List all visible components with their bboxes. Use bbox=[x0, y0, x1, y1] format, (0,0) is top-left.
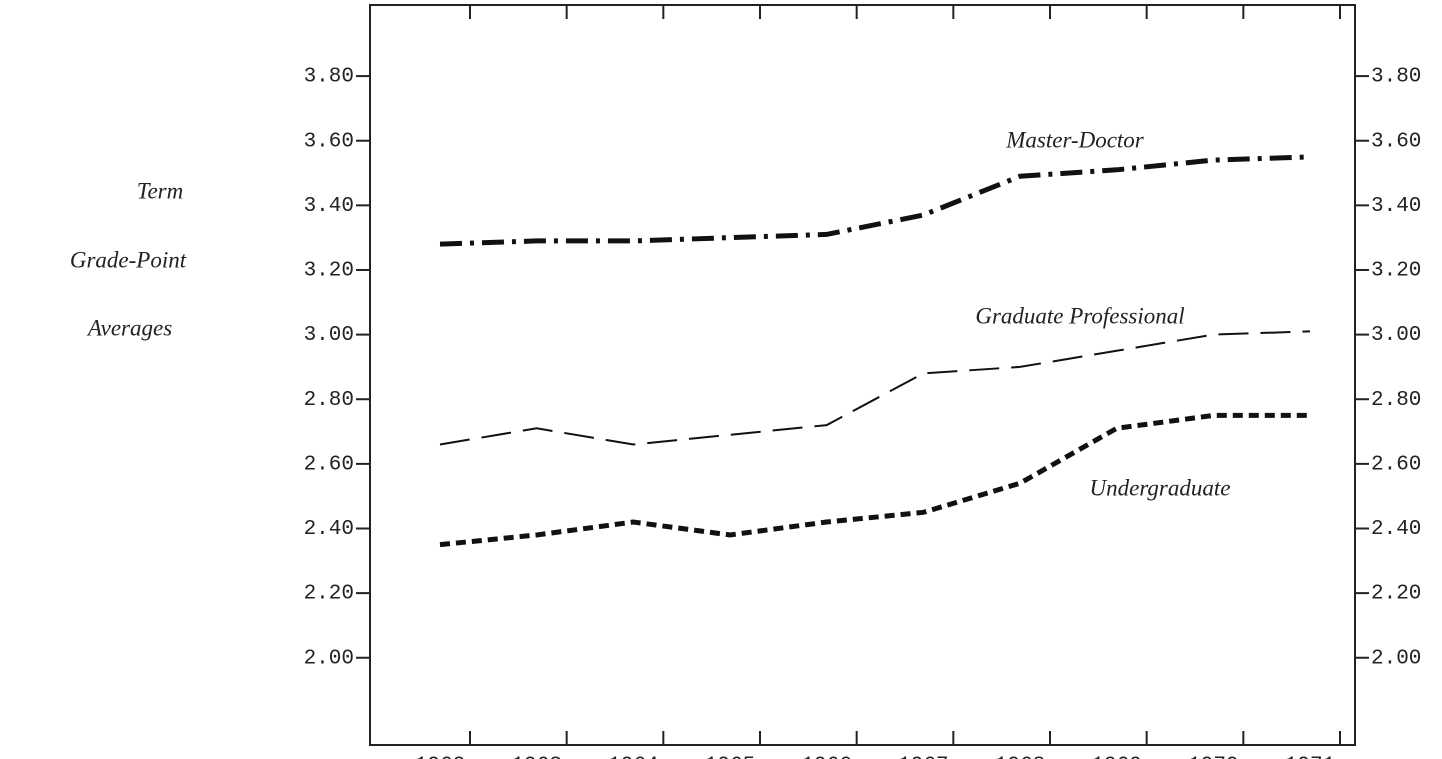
series-line bbox=[439, 330, 1311, 446]
y-tick-label: 2.80 bbox=[304, 389, 354, 412]
x-tick-label: 1965 bbox=[705, 755, 755, 759]
y-tick-label: 2.60 bbox=[1371, 453, 1421, 476]
y-axis-label: Averages bbox=[86, 315, 172, 340]
x-tick-label: 1970 bbox=[1188, 755, 1238, 759]
x-tick-label: 1967 bbox=[898, 755, 948, 759]
y-tick-label: 3.80 bbox=[1371, 66, 1421, 89]
y-tick-label: 2.40 bbox=[304, 518, 354, 541]
y-axis-label: Term bbox=[137, 178, 183, 203]
y-tick-label: 2.60 bbox=[304, 453, 354, 476]
series-line bbox=[439, 154, 1311, 247]
y-tick-label: 2.20 bbox=[304, 583, 354, 606]
y-tick-label: 3.60 bbox=[1371, 130, 1421, 153]
x-tick-label: 1968 bbox=[995, 755, 1045, 759]
series-line bbox=[439, 412, 1310, 548]
y-tick-label: 3.20 bbox=[304, 260, 354, 283]
y-tick-label: 2.00 bbox=[1371, 647, 1421, 670]
y-tick-label: 2.40 bbox=[1371, 518, 1421, 541]
y-tick-label: 3.00 bbox=[1371, 324, 1421, 347]
y-tick-label: 2.20 bbox=[1371, 583, 1421, 606]
y-tick-label: 2.80 bbox=[1371, 389, 1421, 412]
x-tick-label: 1969 bbox=[1091, 755, 1141, 759]
y-tick-label: 3.80 bbox=[304, 66, 354, 89]
x-tick-label: 1966 bbox=[801, 755, 851, 759]
series-label: Graduate Professional bbox=[975, 303, 1184, 328]
series-label: Undergraduate bbox=[1090, 475, 1231, 500]
y-tick-label: 3.20 bbox=[1371, 260, 1421, 283]
y-tick-label: 3.00 bbox=[304, 324, 354, 347]
x-tick-label: 1964 bbox=[608, 755, 658, 759]
series-label: Master-Doctor bbox=[1005, 127, 1145, 152]
x-tick-label: 1971 bbox=[1285, 755, 1335, 759]
y-tick-label: 2.00 bbox=[304, 647, 354, 670]
y-tick-label: 3.40 bbox=[1371, 195, 1421, 218]
y-tick-label: 3.40 bbox=[304, 195, 354, 218]
x-tick-label: 1963 bbox=[511, 755, 561, 759]
x-tick-label: 1962 bbox=[415, 755, 465, 759]
y-tick-label: 3.60 bbox=[304, 130, 354, 153]
y-axis-label: Grade-Point bbox=[70, 247, 187, 272]
plot-frame bbox=[369, 4, 1356, 746]
